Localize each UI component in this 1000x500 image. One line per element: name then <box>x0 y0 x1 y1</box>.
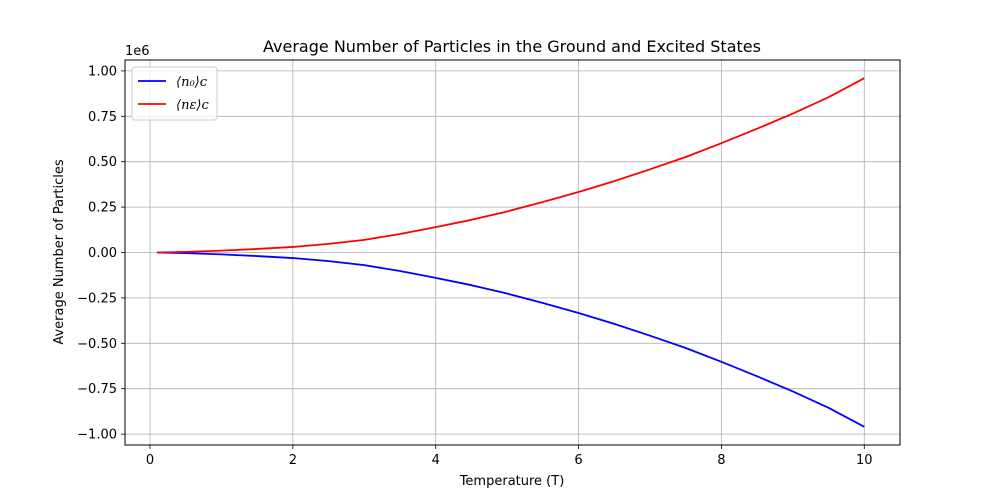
grid-lines <box>125 60 900 445</box>
y-tick-label: 0.50 <box>88 155 117 170</box>
chart-title: Average Number of Particles in the Groun… <box>263 37 761 56</box>
series-layer <box>157 77 865 428</box>
x-axis-label: Temperature (T) <box>459 474 565 489</box>
y-tick-label: −0.75 <box>77 382 117 397</box>
legend-label-n0: ⟨n₀⟩ᴄ <box>176 75 208 90</box>
series-line-n0 <box>157 251 865 428</box>
y-tick-label: 0.00 <box>88 246 117 261</box>
x-tick-label: 10 <box>856 453 873 468</box>
y-tick-label: −0.25 <box>77 291 117 306</box>
x-tick-label: 6 <box>574 453 582 468</box>
y-tick-label: 0.75 <box>88 110 117 125</box>
series-line-ne <box>157 77 865 254</box>
y-tick-label: −1.00 <box>77 428 117 443</box>
y-offset-text: 1e6 <box>125 44 150 59</box>
ticks: 0 2 4 6 8 10 −1.00 −0.75 −0.50 −0.25 0.00 0.25 0.50 0… <box>77 64 872 468</box>
x-tick-label: 4 <box>432 453 440 468</box>
y-tick-label: −0.50 <box>77 337 117 352</box>
y-axis-label: Average Number of Particles <box>52 159 67 345</box>
y-tick-label: 0.25 <box>88 201 117 216</box>
x-tick-label: 0 <box>146 453 154 468</box>
legend: ⟨n₀⟩ᴄ ⟨nε⟩ᴄ <box>131 66 218 121</box>
y-tick-label: 1.00 <box>88 64 117 79</box>
legend-label-ne: ⟨nε⟩ᴄ <box>176 98 209 113</box>
x-tick-label: 2 <box>289 453 297 468</box>
x-tick-label: 8 <box>717 453 725 468</box>
